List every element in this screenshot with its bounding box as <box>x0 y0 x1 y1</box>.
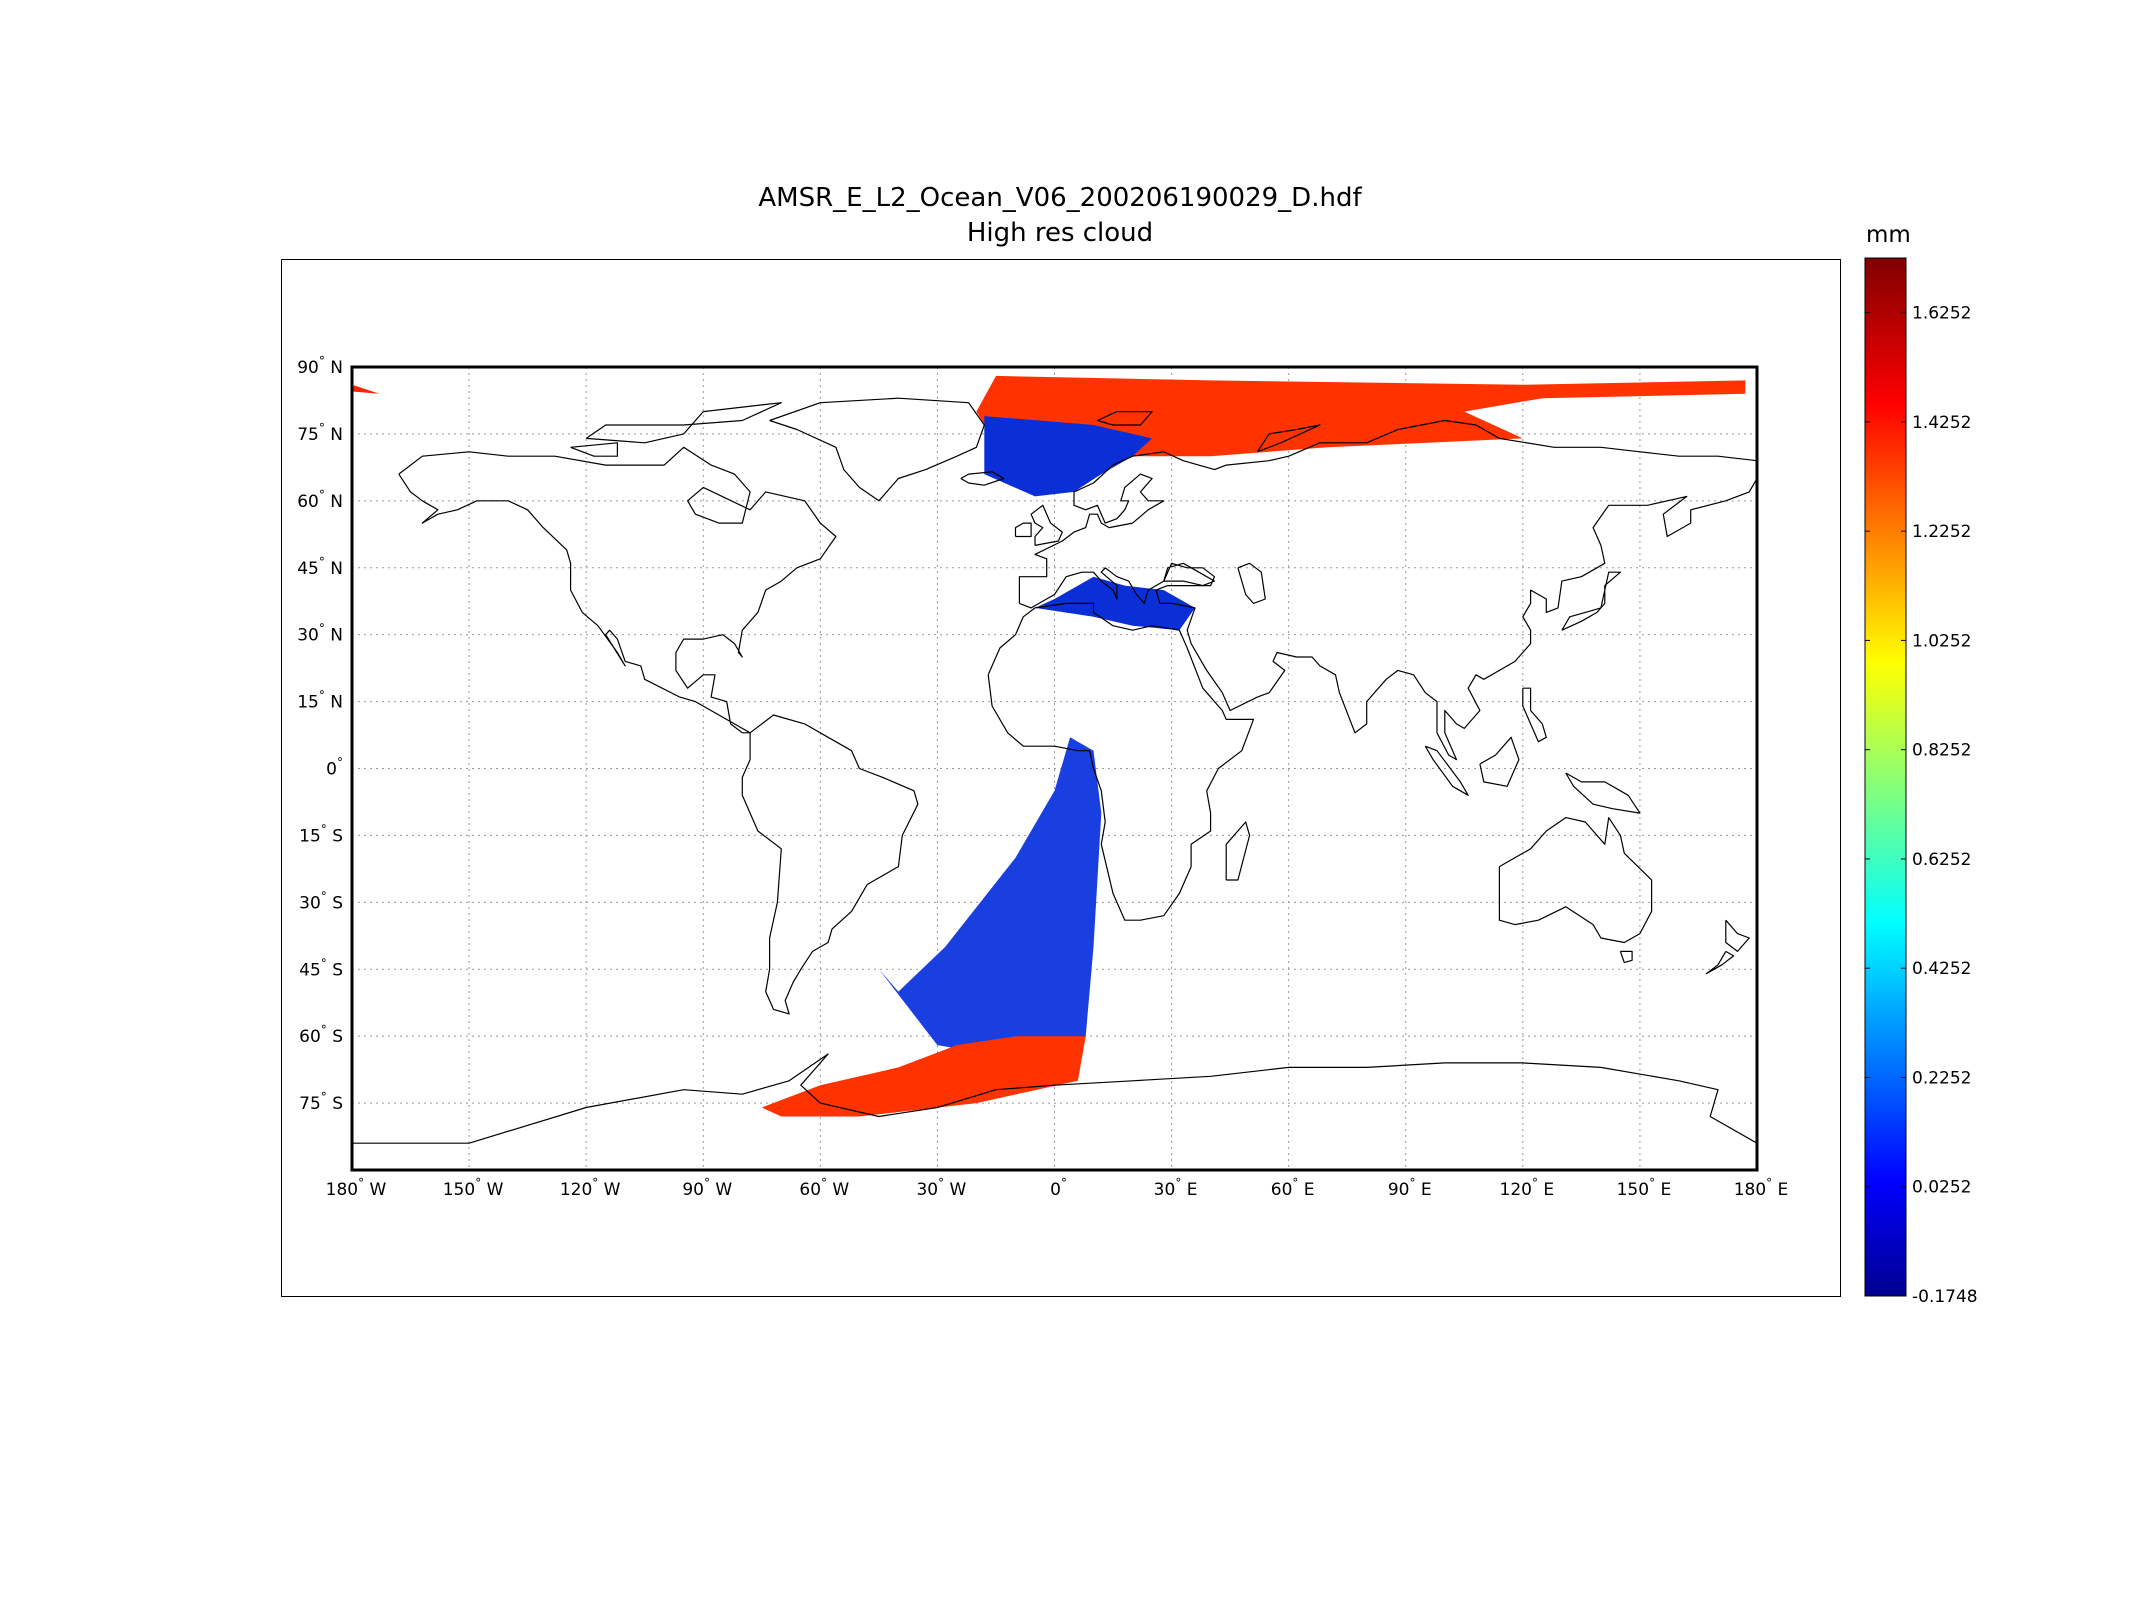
coastline <box>585 402 782 444</box>
coastline <box>1619 950 1633 964</box>
coastline <box>1705 950 1735 975</box>
swath-north-atlantic-arctic <box>976 375 1746 457</box>
colorbar-tick-label: 0.2252 <box>1912 1068 1971 1088</box>
latitude-label: 75° N <box>297 421 343 445</box>
swath-southern-ocean <box>761 1036 1086 1117</box>
coastline <box>570 442 619 457</box>
coastline <box>741 714 919 1015</box>
colorbar-tick-label: 1.6252 <box>1912 304 1971 324</box>
longitude-label: 180° E <box>1734 1176 1789 1200</box>
latitude-label: 60° S <box>299 1023 343 1047</box>
coastline <box>1424 745 1469 796</box>
map-subtitle: High res cloud <box>966 218 1154 248</box>
axes-frame <box>281 259 1841 1297</box>
latitude-label: 45° N <box>297 555 343 579</box>
coastline <box>1018 419 1757 761</box>
longitude-label: 150° W <box>443 1176 504 1200</box>
longitude-label: 30° W <box>916 1176 966 1200</box>
coastline <box>1565 772 1641 814</box>
coastline <box>960 471 1005 486</box>
coastline <box>1237 562 1266 605</box>
colorbar-tick-label: 1.0252 <box>1912 631 1971 651</box>
coastline <box>1097 411 1153 426</box>
latitude-label: 45° S <box>299 956 343 980</box>
colorbar-tick-label: 0.0252 <box>1912 1178 1971 1198</box>
coastline <box>1561 571 1622 631</box>
longitude-labels: 180° W 150° W 120° W 90° W 60° W 30° W 0° 30° E… <box>326 1176 1789 1200</box>
coastline <box>352 1053 1757 1144</box>
coastline <box>1225 821 1251 881</box>
map-border <box>350 365 1759 1172</box>
coastline <box>769 397 985 502</box>
longitude-label: 90° W <box>682 1176 732 1200</box>
swath-south-atlantic <box>878 737 1102 1059</box>
colorbar-unit: mm <box>1866 222 1911 248</box>
longitude-label: 60° E <box>1271 1176 1315 1200</box>
coastline <box>1163 562 1216 587</box>
colorbar-tick-label: 1.2252 <box>1912 522 1971 542</box>
coastline <box>1256 424 1321 453</box>
colorbar-tick-label: 0.6252 <box>1912 850 1971 870</box>
coastline <box>1498 816 1653 944</box>
latitude-label: 30° N <box>297 622 343 646</box>
colorbar <box>1864 257 1907 1297</box>
longitude-label: 150° E <box>1617 1176 1672 1200</box>
colorbar-tick-label: 0.4252 <box>1912 959 1971 979</box>
longitude-label: 60° W <box>799 1176 849 1200</box>
coastline <box>1479 736 1520 787</box>
coastline <box>1522 687 1547 743</box>
coastlines <box>352 397 1757 1144</box>
coastline <box>987 602 1255 921</box>
latitude-label: 60° N <box>297 488 343 512</box>
latitude-label: 0° <box>326 756 343 780</box>
longitude-label: 90° E <box>1388 1176 1432 1200</box>
swath-norwegian-sea <box>984 416 1153 497</box>
map-title: AMSR_E_L2_Ocean_V06_200206190029_D.hdf <box>758 183 1362 213</box>
colorbar-tick-label: 0.8252 <box>1912 741 1971 761</box>
longitude-label: 180° W <box>326 1176 387 1200</box>
latitude-label: 15° S <box>299 822 343 846</box>
colorbar-tick-label: 1.4252 <box>1912 413 1971 433</box>
latitude-label: 30° S <box>299 889 343 913</box>
longitude-label: 30° E <box>1154 1176 1198 1200</box>
coastline <box>398 446 837 734</box>
latitude-label: 90° N <box>297 354 343 378</box>
longitude-label: 0° <box>1050 1176 1067 1200</box>
longitude-label: 120° E <box>1500 1176 1555 1200</box>
swath-aleutian-fragment <box>352 384 380 394</box>
latitude-label: 15° N <box>297 689 343 713</box>
latitude-label: 75° S <box>299 1090 343 1114</box>
colorbar-tick-label: -0.1748 <box>1912 1287 1978 1307</box>
coastline <box>1030 504 1063 546</box>
latitude-labels: 90° N 75° N 60° N 45° N 30° N 15° N 0° 15° S 30°… <box>297 354 343 1114</box>
swath-mediterranean <box>1035 576 1195 631</box>
data-swaths <box>352 375 1746 1117</box>
coastline <box>1725 919 1750 953</box>
longitude-label: 120° W <box>560 1176 621 1200</box>
coastline <box>1014 522 1032 538</box>
colorbar-ticks: 1.6252 1.4252 1.2252 1.0252 0.8252 0.6252 0.42… <box>1865 304 1978 1307</box>
